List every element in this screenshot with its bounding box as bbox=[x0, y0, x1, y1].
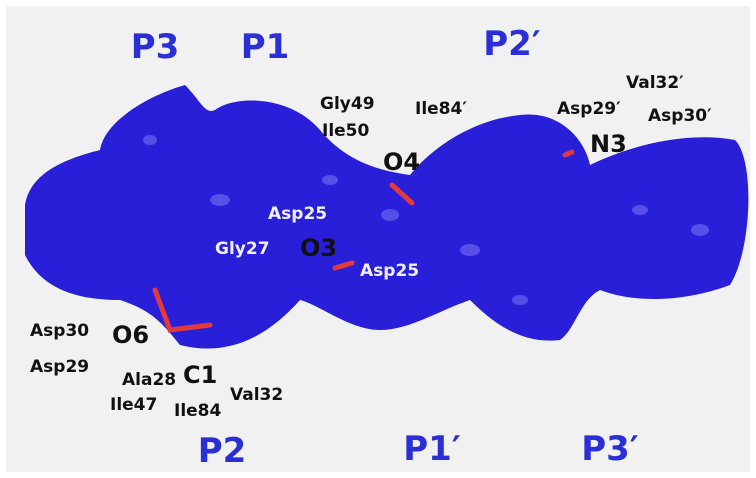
atom-label: N3 bbox=[590, 130, 627, 158]
residue-label: Val32 bbox=[230, 385, 283, 405]
atom-label: O4 bbox=[383, 148, 420, 176]
residue-label: Ala28 bbox=[122, 370, 176, 390]
pocket-label: P3′ bbox=[581, 429, 639, 469]
residue-label: Asp29 bbox=[30, 357, 89, 377]
pocket-label: P2′ bbox=[483, 24, 541, 64]
residue-label: Gly49 bbox=[320, 94, 375, 114]
pocket-label: P1 bbox=[241, 27, 290, 67]
pocket-label: P2 bbox=[198, 431, 247, 471]
atom-label: O3 bbox=[300, 234, 337, 262]
residue-label: Asp25 bbox=[360, 261, 419, 281]
residue-label: Ile50 bbox=[322, 121, 370, 141]
atom-label: C1 bbox=[183, 361, 217, 389]
residue-label: Val32′ bbox=[626, 73, 684, 93]
residue-label: Ile84 bbox=[174, 401, 222, 421]
residue-label: Asp29′ bbox=[557, 99, 621, 119]
atom-label: O6 bbox=[112, 321, 149, 349]
figure: P3 P1 P2′ P2 P1′ P3′ O4 N3 O3 O6 C1 Gly4… bbox=[0, 0, 756, 478]
residue-label: Ile84′ bbox=[415, 99, 467, 119]
residue-label: Gly27 bbox=[215, 239, 270, 259]
residue-label: Ile47 bbox=[110, 395, 157, 415]
residue-label: Asp25 bbox=[268, 204, 327, 224]
pocket-label: P1′ bbox=[403, 429, 461, 469]
residue-label: Asp30 bbox=[30, 321, 89, 341]
residue-label: Asp30′ bbox=[648, 106, 712, 126]
pocket-label: P3 bbox=[131, 27, 180, 67]
